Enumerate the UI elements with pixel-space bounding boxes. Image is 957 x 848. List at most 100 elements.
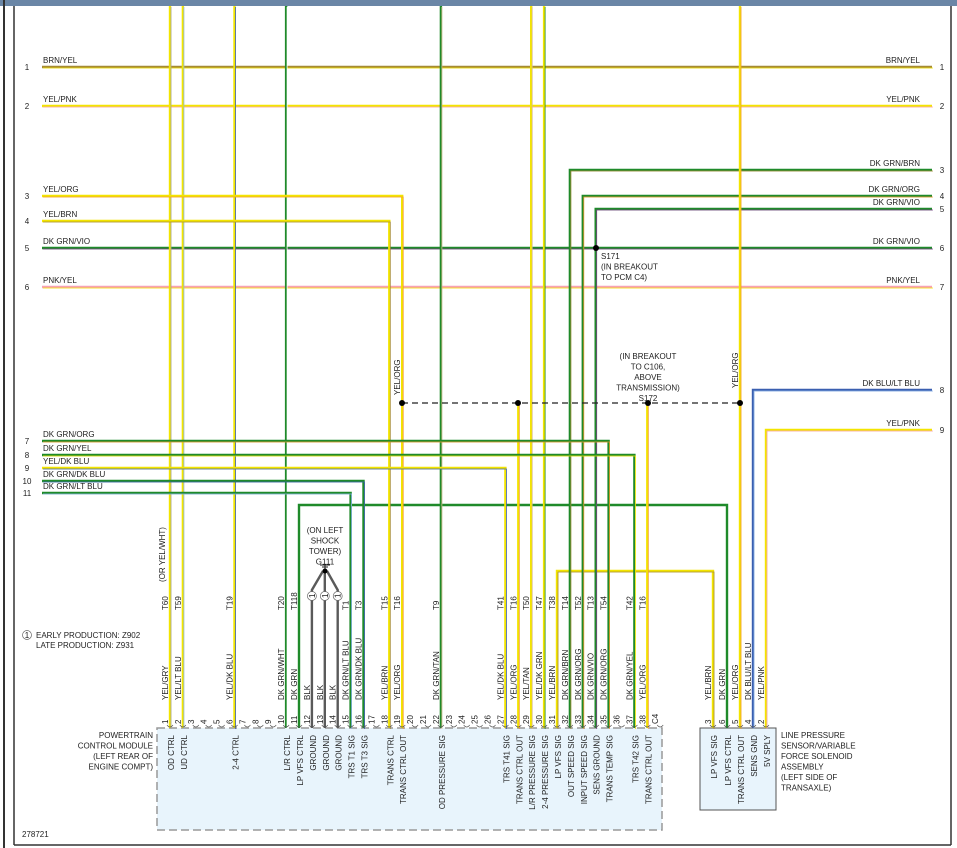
pcm-pin-number: 32 [561, 715, 570, 724]
left-wire-number: 8 [25, 451, 30, 460]
pcm-connector-box[interactable] [156, 727, 663, 831]
sensor-name: FORCE SOLENOID [781, 752, 853, 761]
splice-s171-label: S171 [601, 252, 620, 261]
left-wire-number: 4 [25, 217, 30, 226]
pcm-pin-function: LP VFS SIG [554, 735, 563, 778]
left-wire-number: 7 [25, 437, 30, 446]
pcm-pin-number: 18 [380, 715, 389, 724]
sensor-pin-function: 5V SPLY [763, 734, 772, 767]
note-marker-icon [307, 591, 317, 601]
pcm-wire-color: DK GRN/ORG [600, 648, 609, 700]
pcm-wire-color: DK GRN/DK BLU [355, 638, 364, 700]
pin-terminal-icon [618, 724, 625, 728]
left-wire-label: DK GRN/DK BLU [43, 470, 105, 479]
wire-pcm-pin-35[interactable] [42, 439, 610, 728]
pcm-wire-color: DK GRN/WHT [277, 648, 286, 700]
sensor-name: ASSEMBLY [781, 763, 824, 772]
wire-sensor-pin-2[interactable] [764, 428, 932, 728]
figure-id: 278721 [22, 830, 49, 839]
pcm-pin-function: TRANS CTRL OUT [515, 735, 524, 804]
pcm-wire-color: DK GRN/LT BLU [342, 640, 351, 700]
pcm-wire-color: YEL/BRN [380, 666, 389, 700]
wire-pcm-pin-27[interactable] [42, 466, 507, 728]
wire-pcm-pin-27-tracer [43, 468, 507, 729]
wire-pcm-pin-11[interactable] [297, 503, 729, 728]
wire-pcm-pin-16[interactable] [42, 479, 365, 728]
pcm-circuit: T13 [587, 596, 596, 610]
left-wire-number: 5 [25, 244, 30, 253]
right-wire-number: 2 [940, 102, 945, 111]
wire-pcm-pin-15-tracer [43, 493, 352, 729]
pcm-name: (LEFT REAR OF [93, 752, 153, 761]
pin-terminal-icon [398, 724, 406, 728]
pin-terminal-icon [476, 724, 483, 728]
wire-pcm-pin-15[interactable] [42, 491, 352, 728]
labels: 1 YEL/GRY OD CTRL T60 2 YEL/LT BLU UD CTRL T59 3… [22, 56, 945, 810]
wire-pcm-pin-14[interactable] [325, 570, 339, 728]
alt-color-note: (OR YEL/WHT) [158, 527, 167, 582]
pin-terminal-icon [166, 724, 174, 728]
wire-pcm-pin-32-tracer [570, 170, 933, 729]
wire-pcm-pin-37[interactable] [42, 453, 636, 728]
splice-s171-label: (IN BREAKOUT [601, 263, 658, 272]
wire-pcm-pin-19-tracer [43, 196, 404, 729]
pcm-pin-function: TRANS CTRL [386, 734, 395, 785]
wire-pcm-pin-33[interactable] [581, 194, 932, 728]
sensor-connector-box[interactable] [699, 727, 777, 811]
pcm-wire-color: DK GRN/TAN [432, 651, 441, 700]
pcm-pin-number: 23 [445, 715, 454, 724]
wire-pcm-pin-12[interactable] [310, 570, 325, 728]
pin-terminal-icon [308, 724, 316, 728]
left-wire-number: 6 [25, 283, 30, 292]
sensor-pin-number: 3 [704, 719, 713, 724]
splice-dot [593, 245, 599, 251]
right-wire-number: 8 [940, 386, 945, 395]
sensor-name: SENSOR/VARIABLE [781, 742, 856, 751]
right-wire-label: DK GRN/VIO [873, 198, 920, 207]
pcm-circuit: T42 [625, 596, 634, 610]
pcm-circuit: T52 [574, 596, 583, 610]
pcm-circuit: T3 [355, 600, 364, 610]
pin-terminal-icon [489, 724, 496, 728]
pcm-pin-function: TRS T42 SIG [631, 735, 640, 783]
pcm-pin-number: C4 [651, 713, 660, 724]
pcm-wire-color: BLK [329, 684, 338, 700]
wire-pcm-pin-34-tracer [596, 209, 933, 729]
right-wire-number: 7 [940, 283, 945, 292]
wire-pcm-pin-34[interactable] [594, 207, 932, 728]
pin-terminal-icon [321, 724, 329, 728]
wire-pcm-pin-18[interactable] [42, 219, 391, 728]
note-marker: 1 [25, 631, 30, 640]
pcm-pin-number: 17 [367, 715, 376, 724]
left-wire-label: YEL/ORG [43, 185, 79, 194]
left-wire-label: YEL/BRN [43, 210, 77, 219]
pin-terminal-icon [656, 724, 664, 728]
pcm-pin-function: TRS T3 SIG [361, 735, 370, 778]
wire-sensor-pin-4[interactable] [751, 388, 932, 728]
pcm-wire-color: DK GRN/BRN [561, 650, 570, 700]
right-wire-label: DK BLU/LT BLU [862, 379, 920, 388]
pcm-circuit: T54 [600, 596, 609, 610]
pcm-pin-number: 24 [458, 715, 467, 724]
wire-pcm-pin-19[interactable] [42, 194, 404, 728]
wire-pcm-pin-32[interactable] [568, 168, 932, 728]
sensor-pin-number: 2 [757, 719, 766, 724]
pcm-wire-color: YEL/DK GRN [535, 651, 544, 700]
pcm-pin-number: 20 [406, 715, 415, 724]
left-wire-label: YEL/PNK [43, 95, 77, 104]
pin-terminal-icon [540, 724, 548, 728]
right-wire-number: 5 [940, 205, 945, 214]
sensor-pin-number: 5 [731, 719, 740, 724]
wire-pcm-pin-16-tracer [43, 481, 365, 729]
pcm-wire-color: DK GRN [290, 669, 299, 700]
pin-terminal-icon [437, 724, 445, 728]
pin-terminal-icon [515, 724, 522, 728]
pcm-wire-color: YEL/GRY [161, 665, 170, 700]
right-wire-label: BRN/YEL [886, 56, 921, 65]
pcm-pin-number: 14 [329, 715, 338, 724]
pin-terminal-icon [373, 724, 380, 728]
right-wire-number: 4 [940, 192, 945, 201]
right-wire-label: DK GRN/BRN [870, 159, 920, 168]
pcm-pin-number: 8 [251, 719, 260, 724]
right-wire-label: DK GRN/ORG [868, 185, 920, 194]
